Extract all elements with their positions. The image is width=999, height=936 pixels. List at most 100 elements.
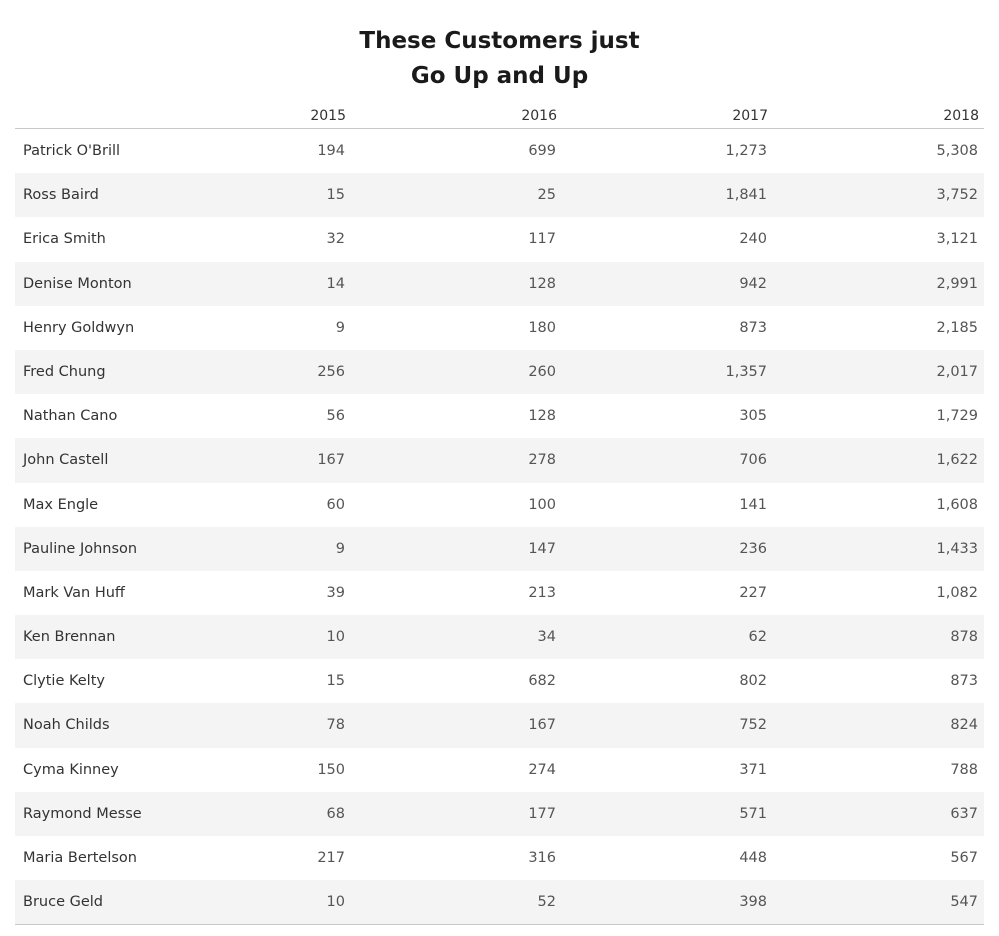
table-row[interactable]: Fred Chung 256 260 1,357 2,017	[15, 349, 984, 395]
table-row[interactable]: Ross Baird 15 25 1,841 3,752	[15, 173, 984, 218]
value-cell-2018: 1,433	[936, 540, 978, 557]
table-row[interactable]: Denise Monton 14 128 942 2,991	[15, 261, 984, 306]
column-header-2017[interactable]: 2017	[732, 108, 768, 124]
table-row[interactable]: Ken Brennan 10 34 62 878	[15, 615, 984, 660]
value-cell-2015: 9	[335, 319, 345, 336]
table-header: 2015 2016 2017 2018	[15, 106, 984, 129]
value-cell-2017: 398	[739, 894, 767, 911]
value-cell-2018: 637	[950, 805, 978, 822]
table-row[interactable]: Max Engle 60 100 141 1,608	[15, 483, 984, 527]
value-cell-2015: 78	[326, 717, 345, 734]
table-row[interactable]: Mark Van Huff 39 213 227 1,082	[15, 571, 984, 615]
value-cell-2018: 878	[950, 629, 978, 646]
table-row[interactable]: John Castell 167 278 706 1,622	[15, 438, 984, 483]
customer-name: Denise Monton	[23, 275, 132, 292]
customer-name: Patrick O'Brill	[23, 143, 121, 159]
value-cell-2015: 68	[326, 805, 345, 822]
value-cell-2017: 873	[739, 319, 767, 336]
value-cell-2017: 1,357	[725, 363, 767, 380]
value-cell-2015: 167	[317, 452, 345, 469]
value-cell-2018: 1,622	[936, 452, 978, 469]
value-cell-2018: 824	[950, 717, 978, 734]
table-row[interactable]: Bruce Geld 10 52 398 547	[15, 880, 984, 925]
value-cell-2017: 706	[739, 452, 767, 469]
customer-name: Cyma Kinney	[23, 761, 119, 778]
value-cell-2016: 167	[528, 717, 556, 734]
value-cell-2017: 236	[739, 540, 767, 557]
table-row[interactable]: Noah Childs 78 167 752 824	[15, 703, 984, 748]
table-bottom-rule	[15, 924, 984, 926]
table-row[interactable]: Maria Bertelson 217 316 448 567	[15, 836, 984, 880]
value-cell-2017: 141	[739, 496, 767, 513]
value-cell-2015: 217	[317, 850, 345, 866]
column-header-2018[interactable]: 2018	[943, 108, 979, 124]
table-row[interactable]: Raymond Messe 68 177 571 637	[15, 791, 984, 836]
value-cell-2015: 150	[317, 761, 345, 778]
customer-name: Nathan Cano	[23, 408, 118, 425]
value-cell-2017: 448	[739, 850, 767, 866]
customer-name: Noah Childs	[23, 717, 110, 734]
table-row[interactable]: Nathan Cano 56 128 305 1,729	[15, 394, 984, 438]
customer-name: Ross Baird	[23, 187, 99, 204]
value-cell-2015: 194	[317, 143, 345, 159]
customer-name: John Castell	[23, 452, 109, 469]
value-cell-2016: 274	[528, 761, 556, 778]
value-cell-2018: 5,308	[936, 143, 978, 159]
value-cell-2016: 117	[528, 231, 556, 248]
table-row[interactable]: Henry Goldwyn 9 180 873 2,185	[15, 306, 984, 350]
value-cell-2018: 567	[950, 850, 978, 866]
value-cell-2018: 1,082	[936, 584, 978, 601]
value-cell-2016: 34	[537, 629, 556, 646]
customer-name: Henry Goldwyn	[23, 319, 135, 336]
value-cell-2017: 1,841	[725, 187, 767, 204]
customer-name: Pauline Johnson	[23, 540, 138, 557]
customer-name: Erica Smith	[23, 231, 106, 248]
customer-table: 2015 2016 2017 2018 Patrick O'Brill 194 69…	[15, 106, 984, 926]
value-cell-2018: 3,752	[936, 187, 978, 204]
value-cell-2017: 305	[739, 408, 767, 425]
value-cell-2017: 571	[739, 805, 767, 822]
table-body: Patrick O'Brill 194 699 1,273 5,308 Ross Bair…	[15, 129, 984, 925]
value-cell-2015: 14	[326, 275, 345, 292]
customer-name: Ken Brennan	[23, 629, 116, 646]
value-cell-2016: 52	[537, 894, 556, 911]
column-header-2016[interactable]: 2016	[521, 108, 557, 124]
table-row[interactable]: Erica Smith 32 117 240 3,121	[15, 217, 984, 261]
value-cell-2015: 15	[326, 673, 345, 690]
column-header-2015[interactable]: 2015	[310, 108, 346, 124]
value-cell-2018: 3,121	[936, 231, 978, 248]
value-cell-2016: 316	[528, 850, 556, 866]
value-cell-2016: 278	[528, 452, 556, 469]
value-cell-2016: 213	[528, 584, 556, 601]
value-cell-2017: 1,273	[725, 143, 767, 159]
value-cell-2018: 2,991	[936, 275, 978, 292]
customer-name: Max Engle	[23, 496, 99, 513]
table-row[interactable]: Patrick O'Brill 194 699 1,273 5,308	[15, 129, 984, 173]
value-cell-2016: 177	[528, 805, 556, 822]
value-cell-2017: 227	[739, 584, 767, 601]
table-row[interactable]: Pauline Johnson 9 147 236 1,433	[15, 526, 984, 571]
value-cell-2017: 752	[739, 717, 767, 734]
value-cell-2017: 802	[739, 673, 767, 690]
customer-name: Maria Bertelson	[23, 850, 137, 866]
value-cell-2018: 547	[950, 894, 978, 911]
chart-title: These Customers just Go Up and Up	[0, 24, 999, 94]
chart-title-line-1: These Customers just	[359, 28, 640, 54]
value-cell-2016: 260	[528, 363, 556, 380]
value-cell-2017: 240	[739, 231, 767, 248]
customer-name: Mark Van Huff	[23, 584, 125, 601]
value-cell-2015: 39	[326, 584, 345, 601]
value-cell-2016: 147	[528, 540, 556, 557]
value-cell-2018: 2,185	[936, 319, 978, 336]
table-row[interactable]: Cyma Kinney 150 274 371 788	[15, 748, 984, 792]
customer-name: Raymond Messe	[23, 805, 142, 822]
table-row[interactable]: Clytie Kelty 15 682 802 873	[15, 659, 984, 703]
value-cell-2015: 10	[326, 894, 345, 911]
value-cell-2018: 1,729	[936, 408, 978, 425]
value-cell-2016: 682	[528, 673, 556, 690]
value-cell-2015: 56	[326, 408, 345, 425]
value-cell-2016: 128	[528, 408, 556, 425]
value-cell-2018: 1,608	[936, 496, 978, 513]
value-cell-2016: 100	[528, 496, 556, 513]
chart-title-line-2: Go Up and Up	[410, 63, 589, 89]
